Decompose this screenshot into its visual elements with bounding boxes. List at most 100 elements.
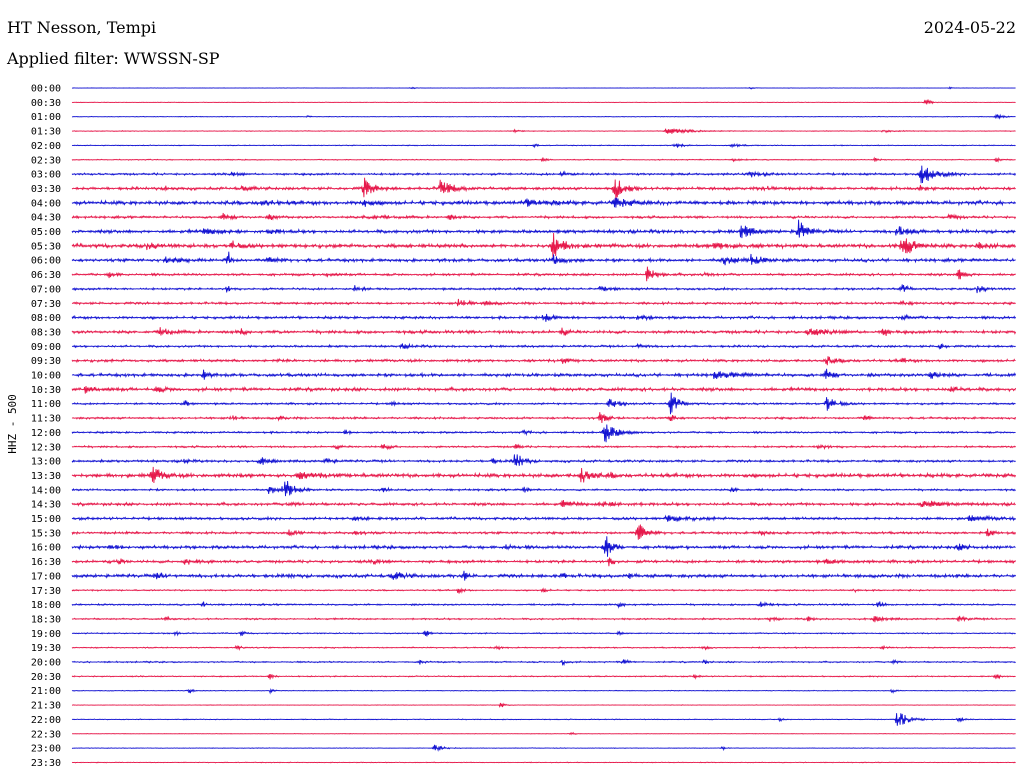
trace-row	[71, 713, 1016, 726]
time-tick-label: 06:30	[31, 270, 61, 281]
y-axis-label: HHZ - 500	[6, 394, 19, 454]
trace-row	[71, 744, 1016, 752]
time-tick-label: 14:00	[31, 485, 61, 496]
trace-row	[71, 385, 1017, 394]
time-tick-label: 13:30	[31, 471, 61, 482]
time-tick-label: 00:00	[31, 84, 61, 95]
time-tick-label: 16:00	[31, 543, 61, 554]
time-tick-label: 01:30	[31, 127, 61, 138]
trace-row	[71, 86, 1016, 90]
time-tick-label: 23:00	[31, 744, 61, 755]
trace-row	[71, 197, 1016, 208]
time-tick-label: 21:30	[31, 701, 61, 712]
time-tick-label: 09:00	[31, 342, 61, 353]
trace-row	[71, 128, 1016, 135]
time-tick-label: 05:30	[31, 241, 61, 252]
trace-row	[71, 557, 1016, 567]
time-tick-label: 15:00	[31, 514, 61, 525]
trace-row	[71, 233, 1016, 257]
date-label: 2024-05-22	[923, 18, 1016, 37]
time-tick-label: 23:30	[31, 758, 61, 769]
trace-row	[71, 298, 1016, 307]
trace-layer	[71, 86, 1017, 764]
trace-row	[71, 499, 1016, 508]
time-tick-label: 12:30	[31, 442, 61, 453]
time-tick-label: 12:00	[31, 428, 61, 439]
time-tick-label: 15:30	[31, 528, 61, 539]
trace-row	[71, 673, 1016, 680]
time-tick-label: 05:00	[31, 227, 61, 238]
time-tick-label: 20:00	[31, 658, 61, 669]
time-tick-label: 18:30	[31, 614, 61, 625]
time-tick-label: 11:30	[31, 414, 61, 425]
time-tick-label: 13:00	[31, 457, 61, 468]
time-tick-label: 02:30	[31, 155, 61, 166]
trace-row	[71, 424, 1016, 443]
trace-row	[71, 514, 1016, 523]
time-tick-label: 17:00	[31, 571, 61, 582]
trace-row	[71, 368, 1017, 380]
station-title: HT Nesson, Tempi	[7, 18, 157, 37]
time-tick-label: 07:00	[31, 284, 61, 295]
time-tick-labels: 00:00 00:30 01:00 01:30 02:00 02:30 03:00 03:30…	[31, 84, 61, 769]
time-tick-label: 08:30	[31, 327, 61, 338]
trace-row	[71, 443, 1016, 451]
trace-row	[71, 313, 1016, 322]
trace-row	[71, 454, 1016, 466]
trace-row	[71, 412, 1017, 424]
time-tick-label: 10:00	[31, 371, 61, 382]
trace-row	[71, 98, 1016, 105]
trace-row	[71, 731, 1016, 736]
time-tick-label: 07:30	[31, 299, 61, 310]
trace-row	[71, 615, 1016, 623]
trace-row	[71, 177, 1016, 201]
trace-row	[71, 601, 1016, 609]
trace-row	[71, 113, 1016, 120]
time-tick-label: 20:30	[31, 672, 61, 683]
time-tick-label: 03:00	[31, 170, 61, 181]
trace-row	[71, 284, 1016, 294]
trace-row	[71, 266, 1016, 282]
time-tick-label: 22:30	[31, 729, 61, 740]
time-tick-label: 17:30	[31, 586, 61, 597]
time-tick-label: 03:30	[31, 184, 61, 195]
trace-row	[71, 630, 1016, 637]
trace-row	[71, 761, 1016, 764]
trace-row	[71, 251, 1016, 266]
time-tick-label: 10:30	[31, 385, 61, 396]
trace-row	[71, 702, 1016, 709]
time-tick-label: 21:00	[31, 686, 61, 697]
trace-row	[71, 356, 1016, 366]
time-tick-label: 06:00	[31, 256, 61, 267]
trace-row	[71, 481, 1016, 497]
time-tick-label: 11:00	[31, 399, 61, 410]
trace-row	[71, 466, 1017, 484]
time-tick-label: 16:30	[31, 557, 61, 568]
trace-row	[71, 570, 1016, 581]
time-tick-label: 18:00	[31, 600, 61, 611]
trace-row	[71, 658, 1016, 667]
time-tick-label: 19:30	[31, 643, 61, 654]
filter-label: Applied filter: WWSSN-SP	[7, 49, 220, 68]
trace-row	[71, 587, 1016, 594]
time-tick-label: 14:30	[31, 500, 61, 511]
trace-row	[71, 143, 1016, 149]
trace-row	[71, 165, 1017, 184]
trace-row	[71, 536, 1016, 557]
time-tick-label: 00:30	[31, 98, 61, 109]
time-tick-label: 22:00	[31, 715, 61, 726]
trace-row	[71, 392, 1016, 415]
time-tick-label: 02:00	[31, 141, 61, 152]
trace-row	[71, 644, 1016, 651]
trace-row	[71, 212, 1017, 221]
trace-row	[71, 327, 1017, 337]
time-tick-label: 01:00	[31, 112, 61, 123]
time-tick-label: 08:00	[31, 313, 61, 324]
trace-row	[71, 524, 1017, 540]
trace-row	[71, 688, 1016, 695]
time-tick-label: 09:30	[31, 356, 61, 367]
time-tick-label: 19:00	[31, 629, 61, 640]
trace-row	[71, 342, 1016, 350]
time-tick-label: 04:30	[31, 213, 61, 224]
